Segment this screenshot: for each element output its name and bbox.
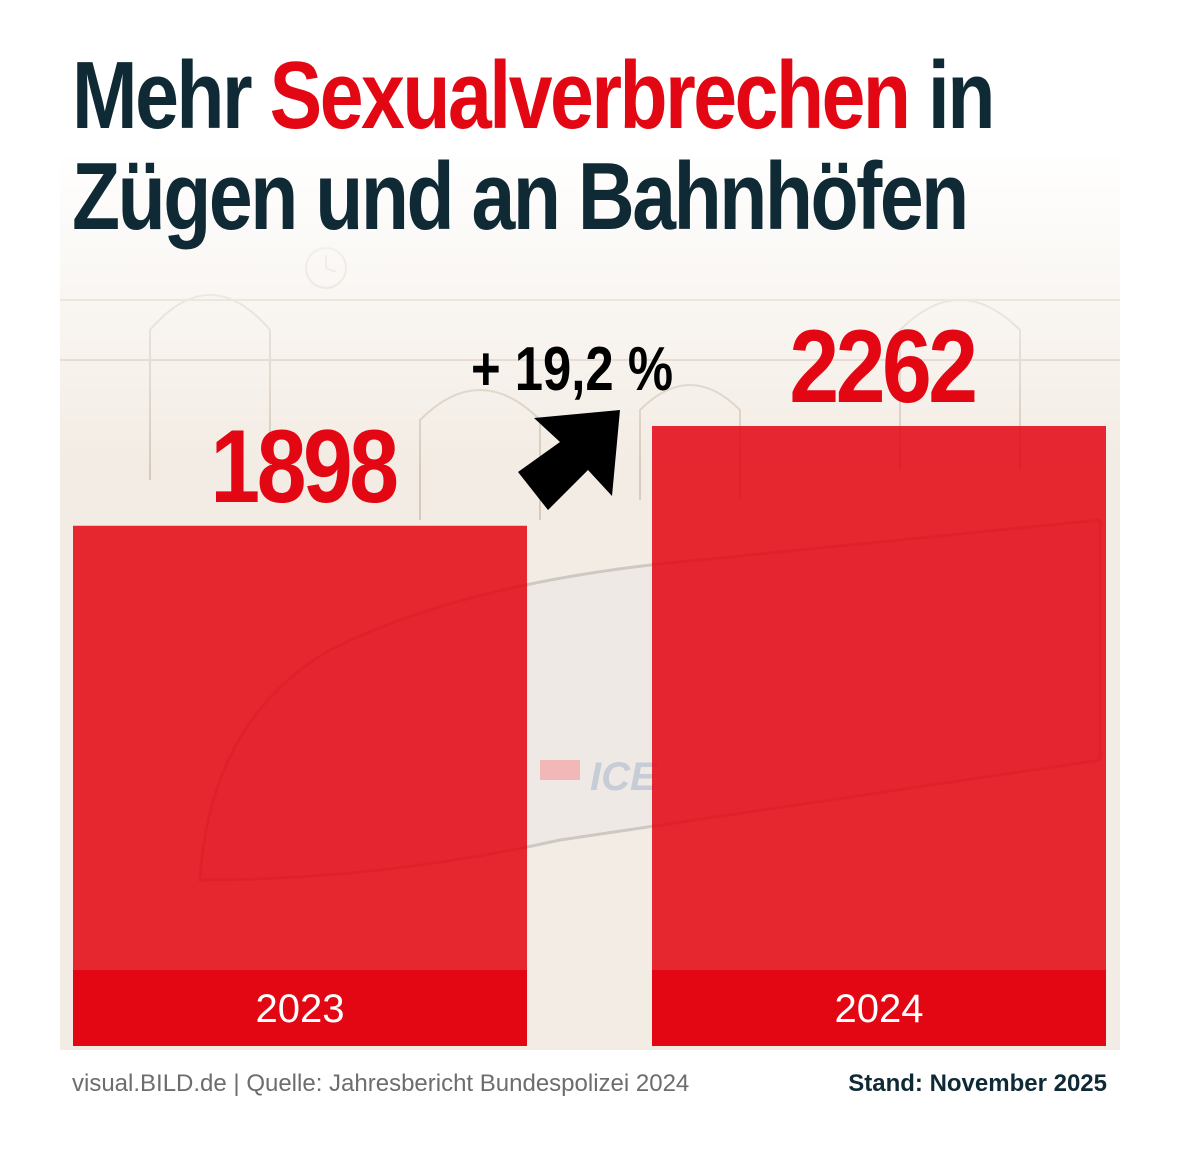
- category-label-2023: 2023: [256, 987, 345, 1031]
- category-label-2024: 2024: [835, 987, 924, 1031]
- bar-label-band-2023: [73, 970, 527, 1046]
- up-right-arrow-icon: [518, 410, 620, 510]
- change-label: + 19,2 %: [471, 335, 673, 404]
- status-date: Stand: November 2025: [848, 1070, 1107, 1097]
- title-part-1: Mehr: [72, 42, 270, 149]
- title-line-1: Mehr Sexualverbrechen in: [72, 45, 995, 147]
- value-label-2023: 1898: [210, 407, 396, 524]
- title-accent: Sexualverbrechen: [269, 42, 911, 149]
- value-label-2024: 2262: [789, 308, 975, 425]
- title-line-2: Zügen und an Bahnhöfen: [72, 142, 969, 250]
- title-part-2: in: [908, 42, 995, 149]
- bar-label-band-2024: [652, 970, 1106, 1046]
- page-title: Mehr Sexualverbrechen in Zügen und an Ba…: [72, 45, 995, 250]
- bar-2024: [652, 426, 1106, 1046]
- bar-2023: [73, 525, 527, 1046]
- source-note: visual.BILD.de | Quelle: Jahresbericht B…: [72, 1070, 690, 1097]
